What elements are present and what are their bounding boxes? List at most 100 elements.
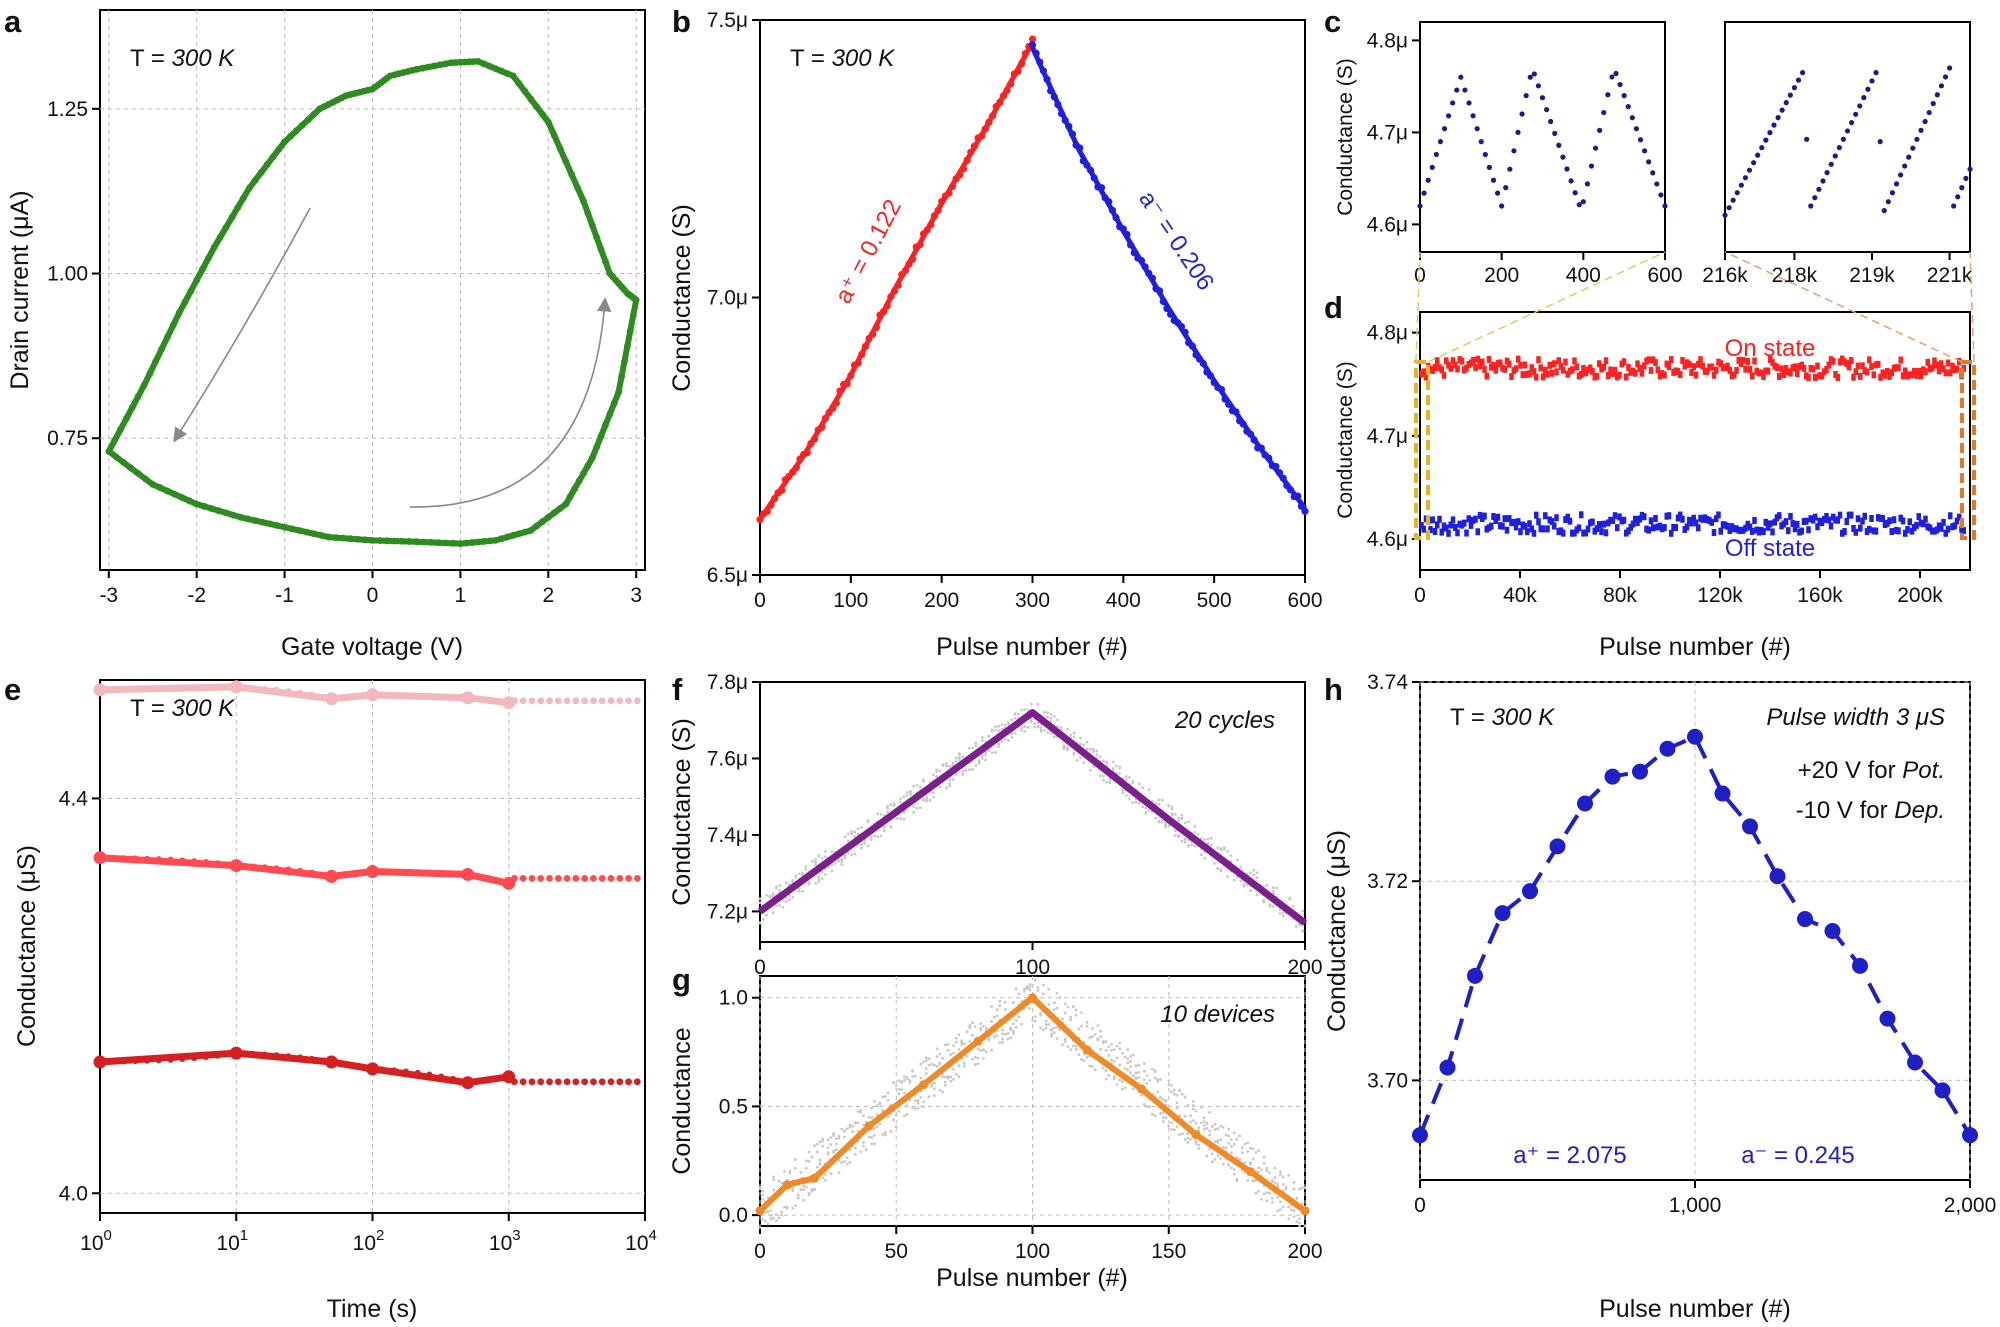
cycle-dot <box>1072 751 1076 755</box>
device-dot <box>1099 1047 1103 1051</box>
x-tick-label: 218k <box>1772 264 1818 287</box>
device-dot <box>769 1217 773 1221</box>
loop-point <box>584 209 592 217</box>
cycle-marker-off-state <box>1693 519 1699 527</box>
panel-label-e: e <box>4 672 21 707</box>
retention-dot <box>320 693 327 700</box>
cycle-dot <box>1026 725 1030 729</box>
dot-point <box>1654 181 1660 187</box>
mean-device-point <box>1246 1167 1255 1177</box>
pulse-point-depression <box>1127 241 1135 249</box>
pulse-point <box>1549 838 1566 855</box>
cycle-marker-on-state <box>1552 360 1557 368</box>
cycle-dot <box>1206 841 1210 845</box>
device-dot <box>886 1091 890 1095</box>
device-dot <box>968 1025 972 1029</box>
device-dot <box>1080 1011 1083 1015</box>
retention-dot <box>461 1078 468 1085</box>
cycle-marker-on-state <box>1637 364 1642 372</box>
cycle-marker-on-state <box>1867 356 1872 364</box>
loop-point <box>621 357 628 365</box>
extrapolation-dot <box>554 697 562 705</box>
cycle-dot <box>863 841 867 845</box>
device-dot <box>1208 1129 1212 1133</box>
cycle-dot <box>1085 740 1089 744</box>
cycle-dot <box>869 835 873 839</box>
device-dot <box>976 1056 980 1060</box>
loop-point <box>369 536 376 544</box>
retention-dot <box>297 689 304 696</box>
loop-point <box>142 475 149 483</box>
device-dot <box>1118 1047 1122 1051</box>
loop-point <box>575 477 583 485</box>
cycle-marker-off-state <box>1804 517 1809 525</box>
cycle-dot <box>1026 708 1030 712</box>
device-dot <box>813 1187 816 1191</box>
device-dot <box>905 1113 909 1116</box>
cycle-dot <box>1137 782 1141 786</box>
cycle-dot <box>807 882 811 886</box>
cycle-dot <box>824 850 827 854</box>
device-dot <box>780 1213 784 1217</box>
cycle-marker-on-state <box>1459 357 1465 365</box>
device-dot <box>1221 1162 1225 1166</box>
device-dot <box>845 1162 849 1166</box>
pulse-point <box>1824 923 1841 939</box>
cycle-marker-on-state <box>1621 358 1627 366</box>
dot-point <box>1523 93 1529 99</box>
loop-point <box>292 127 300 135</box>
panel-label-c: c <box>1324 4 1341 39</box>
cycle-dot <box>843 854 847 857</box>
cycle-dot <box>909 789 912 793</box>
retention-dot <box>191 858 198 865</box>
device-dot <box>900 1080 904 1084</box>
pulse-point-depression <box>1199 359 1207 368</box>
x-tick-label: 80k <box>1603 584 1637 607</box>
device-dot <box>1260 1197 1263 1201</box>
cycle-marker-off-state <box>1813 513 1818 521</box>
loop-point <box>339 534 347 542</box>
loop-point <box>122 415 130 422</box>
cycle-marker-on-state <box>1617 371 1622 379</box>
pulse-point-potentiation <box>756 515 764 524</box>
device-dot <box>933 1087 936 1091</box>
cycle-dot <box>1219 848 1223 852</box>
cycle-marker-on-state <box>1750 372 1755 380</box>
device-dot <box>1055 1006 1059 1010</box>
x-tick-label: 0 <box>1414 264 1426 287</box>
cycle-marker-on-state <box>1432 363 1438 371</box>
cycle-dot <box>1108 781 1112 784</box>
cycle-marker-off-state <box>1585 525 1591 533</box>
panel-d-zoom-line-left-1 <box>1415 251 1421 363</box>
device-dot <box>1205 1122 1209 1126</box>
device-dot <box>1257 1190 1261 1193</box>
device-dot <box>1164 1116 1168 1120</box>
cycle-marker-on-state <box>1725 362 1730 370</box>
x-tick-label: 103 <box>489 1227 521 1255</box>
device-dot <box>919 1076 923 1080</box>
dot-point <box>1637 137 1644 143</box>
loop-point <box>228 214 236 221</box>
device-dot <box>1210 1152 1214 1156</box>
device-dot <box>943 1080 947 1084</box>
cycle-marker-on-state <box>1570 366 1575 374</box>
cycle-dot <box>840 858 844 861</box>
cycle-dot <box>980 754 984 758</box>
panel-d-zoom-line-right-1 <box>1724 251 1963 363</box>
retention-dot <box>414 869 421 876</box>
pulse-point <box>1797 911 1813 928</box>
cycle-marker-off-state <box>1435 521 1440 529</box>
device-dot <box>774 1213 778 1217</box>
cycle-marker-off-state <box>1855 515 1861 523</box>
retention-dot <box>332 873 339 880</box>
dot-point <box>1783 100 1789 106</box>
panel-g-data <box>755 978 1310 1229</box>
cycle-dot <box>1157 798 1161 802</box>
mean-device-line <box>757 994 1307 1214</box>
cycle-marker-off-state <box>1943 529 1948 537</box>
device-dot <box>1036 986 1040 990</box>
cycle-dot <box>1049 712 1053 716</box>
pulse-point-potentiation <box>872 324 880 332</box>
